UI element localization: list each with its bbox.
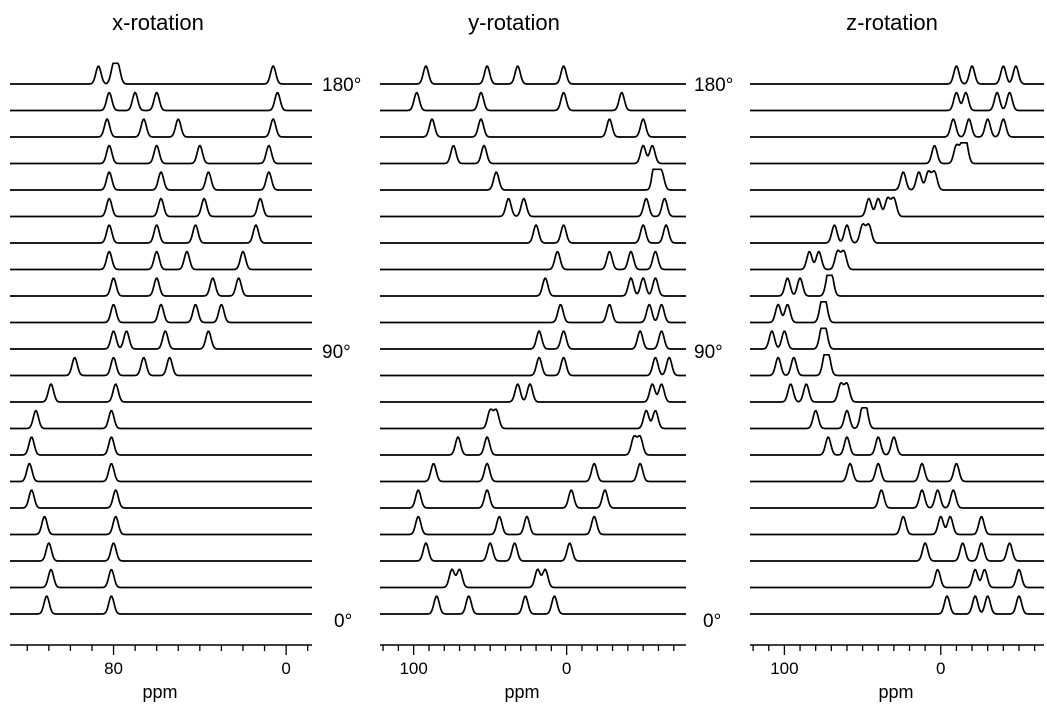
x-rotation-panel: 80 0 ppm: [10, 62, 312, 702]
spectrum-trace-5: [750, 462, 1044, 483]
spectrum-trace-7: [750, 406, 1044, 430]
spectrum-trace-12: [750, 274, 1044, 297]
tick-label-0: 0: [562, 659, 571, 678]
x-rotation-traces: [10, 62, 312, 615]
x-rotation-x-axis: 80 0: [10, 644, 312, 678]
spectrum-trace-1: [10, 568, 312, 589]
spectrum-trace-17: [750, 141, 1044, 165]
spectrum-trace-19: [380, 91, 686, 112]
spectrum-trace-2: [380, 542, 686, 562]
tick-label-0: 0: [936, 659, 945, 678]
spectrum-trace-2: [10, 542, 312, 562]
spectrum-trace-15: [380, 197, 686, 218]
y-rotation-panel: 100 0 ppm: [380, 65, 686, 702]
spectrum-trace-10: [750, 327, 1044, 350]
spectrum-trace-6: [10, 436, 312, 456]
spectrum-trace-4: [750, 489, 1044, 509]
y-rotation-title: y-rotation: [468, 10, 560, 35]
tick-label-100: 100: [770, 659, 798, 678]
tick-label-0: 0: [281, 659, 290, 678]
spectrum-trace-6: [380, 434, 686, 456]
spectrum-trace-4: [380, 489, 686, 509]
spectrum-trace-0: [750, 595, 1044, 615]
x-rotation-title: x-rotation: [112, 10, 204, 35]
spectrum-trace-9: [10, 356, 312, 377]
y-rotation-x-axis: 100 0: [380, 644, 686, 678]
angle-label-180-left: 180°: [322, 75, 361, 96]
spectrum-trace-1: [750, 568, 1044, 589]
spectrum-trace-6: [750, 436, 1044, 456]
angle-label-180-right: 180°: [694, 75, 733, 96]
angle-label-90-right: 90°: [694, 342, 723, 363]
spectrum-trace-13: [380, 250, 686, 271]
spectrum-trace-16: [380, 168, 686, 191]
x-rotation-axis-label: ppm: [142, 682, 177, 702]
spectrum-trace-11: [380, 303, 686, 324]
z-rotation-panel: 100 0 ppm: [750, 65, 1044, 702]
spectrum-trace-16: [750, 169, 1044, 191]
spectrum-trace-13: [10, 250, 312, 271]
spectrum-trace-4: [10, 489, 312, 509]
tick-label-100: 100: [399, 659, 427, 678]
z-rotation-title: z-rotation: [846, 10, 938, 35]
spectrum-trace-20: [380, 65, 686, 85]
spectrum-trace-15: [10, 197, 312, 218]
y-rotation-traces: [380, 65, 686, 615]
spectrum-trace-2: [750, 542, 1044, 562]
spectrum-trace-8: [10, 383, 312, 403]
spectrum-trace-7: [10, 409, 312, 430]
spectrum-trace-12: [10, 277, 312, 297]
spectrum-trace-18: [750, 118, 1044, 138]
spectrum-trace-3: [380, 515, 686, 536]
spectrum-trace-5: [10, 462, 312, 483]
spectrum-trace-18: [380, 118, 686, 138]
spectrum-trace-8: [750, 381, 1044, 403]
spectrum-trace-20: [750, 65, 1044, 85]
z-rotation-x-axis: 100 0: [750, 644, 1044, 678]
angle-label-0-right: 0°: [703, 611, 721, 632]
spectrum-trace-11: [10, 303, 312, 324]
spectrum-trace-20: [10, 62, 312, 85]
spectrum-trace-0: [10, 595, 312, 615]
spectrum-trace-0: [380, 595, 686, 615]
spectrum-trace-11: [750, 300, 1044, 324]
spectrum-trace-3: [750, 515, 1044, 536]
spectrum-trace-19: [750, 91, 1044, 112]
spectrum-trace-13: [750, 249, 1044, 271]
z-rotation-traces: [750, 65, 1044, 615]
z-rotation-axis-label: ppm: [878, 682, 913, 702]
angle-label-0-left: 0°: [334, 611, 352, 632]
y-rotation-axis-label: ppm: [504, 682, 539, 702]
spectrum-trace-16: [10, 171, 312, 191]
spectrum-trace-14: [750, 222, 1044, 244]
spectrum-trace-8: [380, 383, 686, 403]
spectrum-trace-15: [750, 196, 1044, 218]
spectrum-trace-14: [10, 224, 312, 244]
spectrum-trace-10: [380, 330, 686, 350]
spectrum-trace-5: [380, 462, 686, 483]
spectrum-trace-7: [380, 408, 686, 430]
spectrum-trace-1: [380, 568, 686, 589]
tick-label-80: 80: [104, 659, 123, 678]
spectrum-trace-12: [380, 277, 686, 297]
spectrum-trace-14: [380, 224, 686, 244]
spectrum-trace-3: [10, 515, 312, 536]
angle-label-90-left: 90°: [322, 342, 351, 363]
spectrum-trace-17: [380, 144, 686, 165]
spectrum-trace-9: [750, 353, 1044, 377]
spectrum-trace-9: [380, 356, 686, 377]
spectrum-trace-10: [10, 330, 312, 350]
spectrum-trace-18: [10, 118, 312, 138]
spectrum-trace-17: [10, 144, 312, 165]
spectrum-trace-19: [10, 91, 312, 112]
